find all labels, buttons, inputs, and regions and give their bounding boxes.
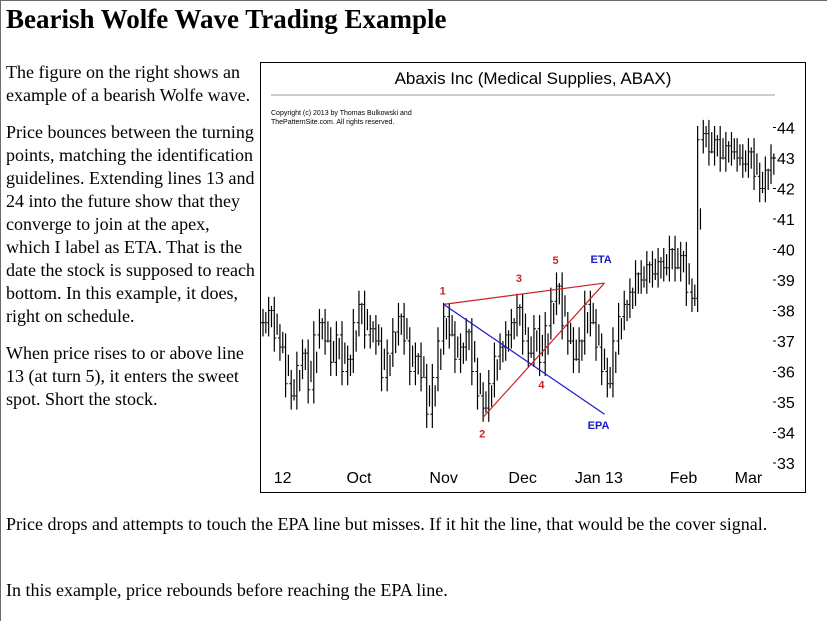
- turn-point-label: 3: [516, 273, 522, 285]
- chart: 1 2 3 4 5 ETA EPA 33 34 35 36 37 38 39 40 41 42 43 44 12 Oct…: [260, 62, 806, 493]
- trend-line: [482, 282, 605, 418]
- y-tick-label: 44: [777, 121, 795, 138]
- x-tick-label: Nov: [429, 470, 457, 487]
- turn-point-label: 2: [479, 428, 485, 440]
- trend-line: [443, 303, 605, 415]
- y-tick-label: 42: [777, 182, 795, 199]
- chart-copyright: Copyright (c) 2013 by Thomas Bulkowski a…: [271, 110, 412, 126]
- chart-title: Abaxis Inc (Medical Supplies, ABAX): [394, 69, 672, 88]
- x-tick-label: 12: [274, 470, 292, 487]
- paragraph-explanation: Price bounces between the turning points…: [6, 122, 255, 326]
- page-title: Bearish Wolfe Wave Trading Example: [6, 4, 447, 34]
- turn-point-label: 4: [538, 379, 545, 391]
- x-tick-label: Jan 13: [575, 470, 623, 487]
- trend-line: [443, 282, 605, 305]
- x-tick-label: Dec: [508, 470, 536, 487]
- y-tick-label: 43: [777, 151, 795, 168]
- y-tick-label: 36: [777, 365, 795, 382]
- annotation-label: EPA: [588, 420, 610, 432]
- side-text: The figure on the right shows an example…: [6, 61, 256, 425]
- turn-point-label: 1: [440, 285, 446, 297]
- y-tick-label: 39: [777, 273, 795, 290]
- x-tick-label: Mar: [735, 470, 763, 487]
- y-tick-label: 41: [777, 212, 795, 229]
- y-tick-label: 33: [777, 456, 795, 473]
- x-tick-label: Oct: [347, 470, 372, 487]
- y-tick-label: 38: [777, 304, 795, 321]
- y-tick-label: 37: [777, 334, 795, 351]
- x-tick-label: Feb: [670, 470, 698, 487]
- turn-point-label: 5: [553, 255, 559, 267]
- annotation-label: ETA: [590, 254, 611, 266]
- paragraph-sweet-spot: When price rises to or above line 13 (at…: [6, 343, 244, 409]
- paragraph-epa: Price drops and attempts to touch the EP…: [6, 514, 768, 534]
- y-tick-label: 35: [777, 395, 795, 412]
- paragraph-rebound: In this example, price rebounds before r…: [6, 580, 448, 600]
- y-tick-label: 40: [777, 243, 795, 260]
- y-tick-label: 34: [777, 426, 795, 443]
- paragraph-intro: The figure on the right shows an example…: [6, 62, 251, 105]
